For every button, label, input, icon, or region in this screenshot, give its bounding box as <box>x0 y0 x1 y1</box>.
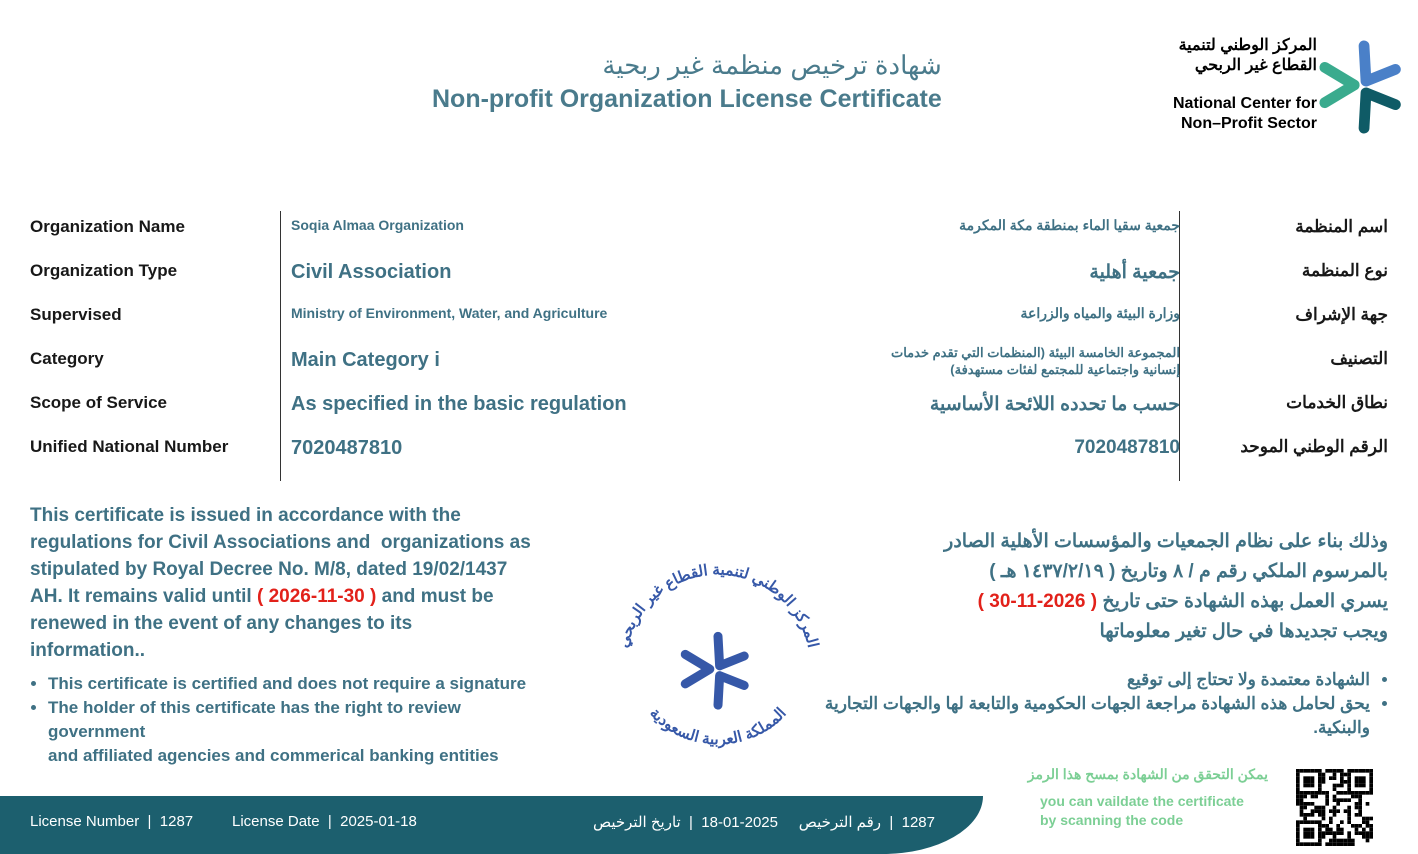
svg-text:المملكة العربية السعودية: المملكة العربية السعودية <box>646 705 789 749</box>
